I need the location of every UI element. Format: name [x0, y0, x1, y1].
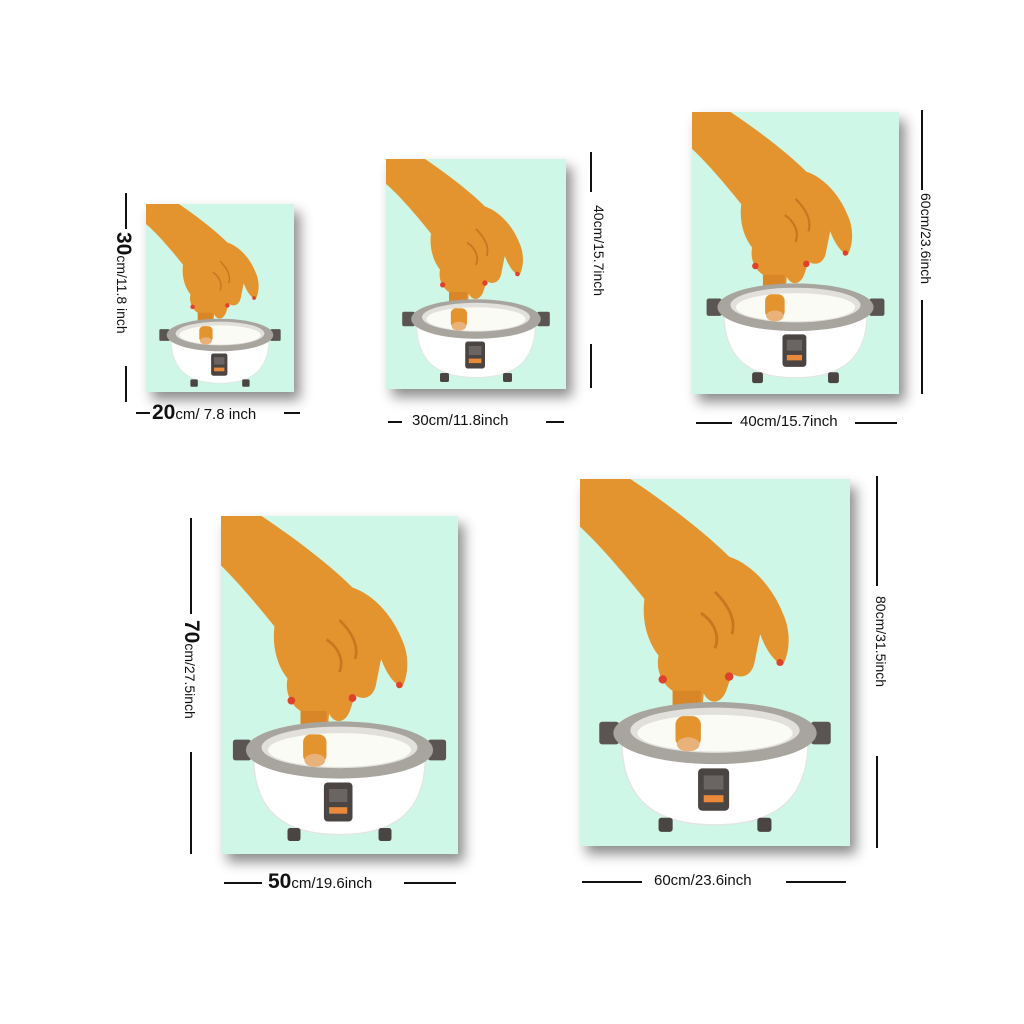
- height-label-60x80: 80cm/31.5inch: [873, 596, 889, 688]
- height-label-20x30: 30cm/11.8 inch: [112, 232, 135, 334]
- poster-30x40: [386, 159, 566, 389]
- width-label-40x60: 40cm/15.7inch: [740, 413, 838, 430]
- poster-illustration: [221, 516, 458, 854]
- poster-50x70: [221, 516, 458, 854]
- width-label-50x70: 50cm/19.6inch: [268, 870, 373, 893]
- poster-illustration: [580, 479, 850, 846]
- width-line-left: [136, 412, 150, 414]
- height-label-50x70: 70cm/27.5inch: [180, 620, 203, 719]
- width-line-right: [404, 882, 456, 884]
- poster-40x60: [692, 112, 899, 394]
- height-line-bottom: [876, 756, 878, 848]
- height-line-bottom: [190, 752, 192, 854]
- poster-illustration: [692, 112, 899, 394]
- height-line-top: [876, 476, 878, 586]
- poster-60x80: [580, 479, 850, 846]
- width-label-20x30: 20cm/ 7.8 inch: [152, 401, 257, 424]
- width-line-right: [786, 881, 846, 883]
- height-label-30x40: 40cm/15.7inch: [591, 205, 607, 297]
- width-line-left: [388, 421, 402, 423]
- width-line-right: [546, 421, 564, 423]
- height-line-bottom: [125, 366, 127, 402]
- width-line-right: [284, 412, 300, 414]
- width-line-left: [696, 422, 732, 424]
- poster-illustration: [146, 204, 294, 392]
- width-line-left: [582, 881, 642, 883]
- width-line-left: [224, 882, 262, 884]
- height-line-bottom: [590, 344, 592, 388]
- width-label-60x80: 60cm/23.6inch: [654, 872, 752, 889]
- height-label-40x60: 60cm/23.6inch: [918, 193, 934, 285]
- height-line-top: [921, 110, 923, 190]
- width-line-right: [855, 422, 897, 424]
- height-line-top: [190, 518, 192, 614]
- height-line-top: [590, 152, 592, 192]
- poster-illustration: [386, 159, 566, 389]
- width-label-30x40: 30cm/11.8inch: [412, 412, 509, 429]
- height-line-bottom: [921, 300, 923, 394]
- height-line-top: [125, 193, 127, 229]
- poster-20x30: [146, 204, 294, 392]
